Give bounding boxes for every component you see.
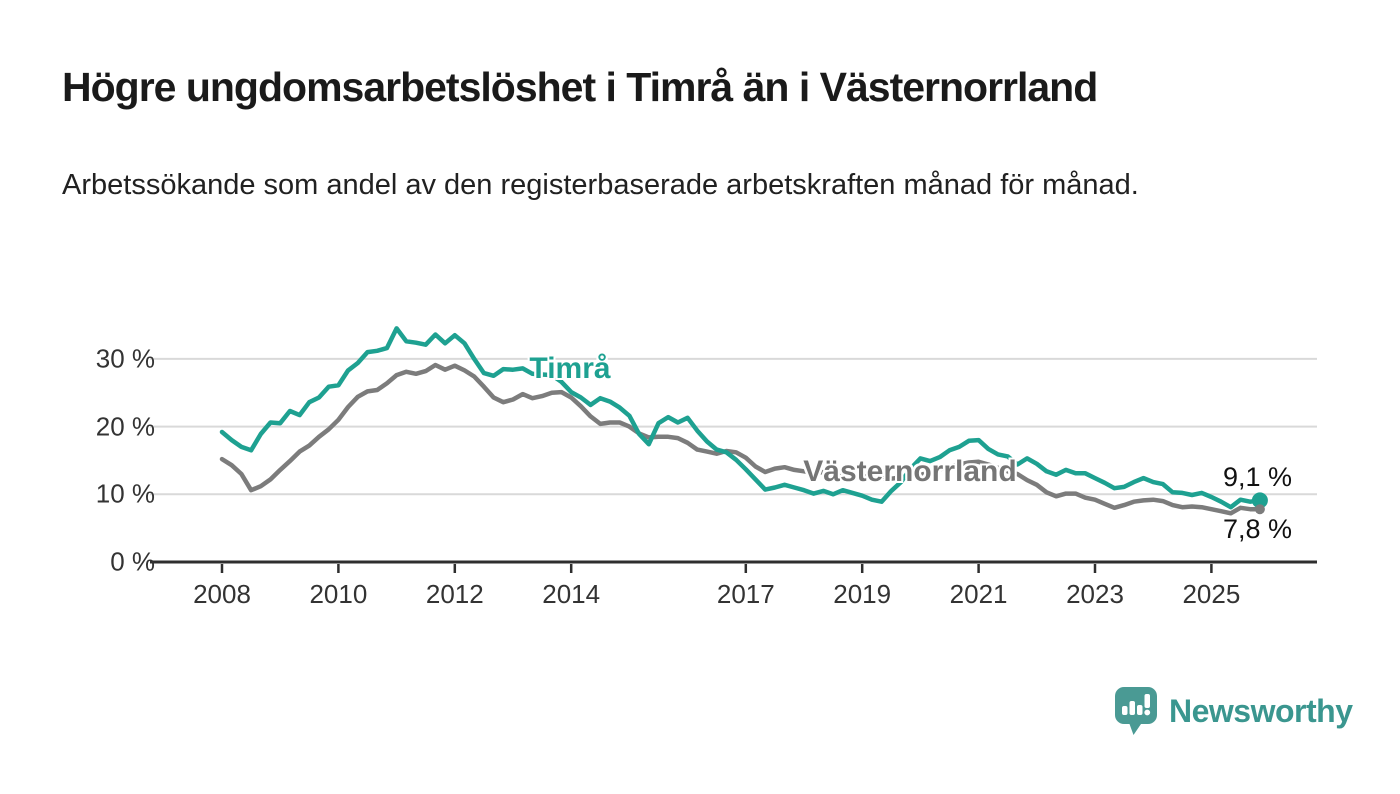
series-label-timra: Timrå (529, 352, 611, 385)
series-label-vasternorrland: Västernorrland (803, 455, 1017, 488)
newsworthy-logo-text: Newsworthy (1169, 692, 1353, 729)
page-title: Högre ungdomsarbetslöshet i Timrå än i V… (62, 64, 1098, 110)
newsworthy-branding: Newsworthy (1114, 686, 1353, 736)
x-axis-tick-label: 2014 (542, 579, 601, 609)
x-axis-tick-label: 2019 (833, 579, 892, 609)
newsworthy-logo-icon (1115, 687, 1157, 735)
end-value-label-timra: 9,1 % (1223, 462, 1293, 492)
x-axis-tick-label: 2017 (716, 579, 775, 609)
x-axis-tick-label: 2008 (193, 579, 251, 609)
chart-subtitle: Arbetssökande som andel av den registerb… (62, 169, 1139, 201)
end-value-label-vasternorrland: 7,8 % (1223, 514, 1293, 544)
x-axis-tick-label: 2025 (1182, 579, 1241, 609)
y-axis-tick-label: 20 % (95, 411, 155, 442)
x-axis-tick-label: 2021 (949, 579, 1008, 609)
y-axis-tick-label: 0 % (110, 546, 155, 577)
x-axis-tick-label: 2023 (1066, 579, 1124, 609)
y-axis-tick-label: 30 % (95, 343, 155, 374)
y-axis-tick-label: 10 % (95, 478, 155, 509)
x-axis-tick-label: 2012 (425, 579, 484, 609)
x-axis-tick-label: 2010 (309, 579, 368, 609)
